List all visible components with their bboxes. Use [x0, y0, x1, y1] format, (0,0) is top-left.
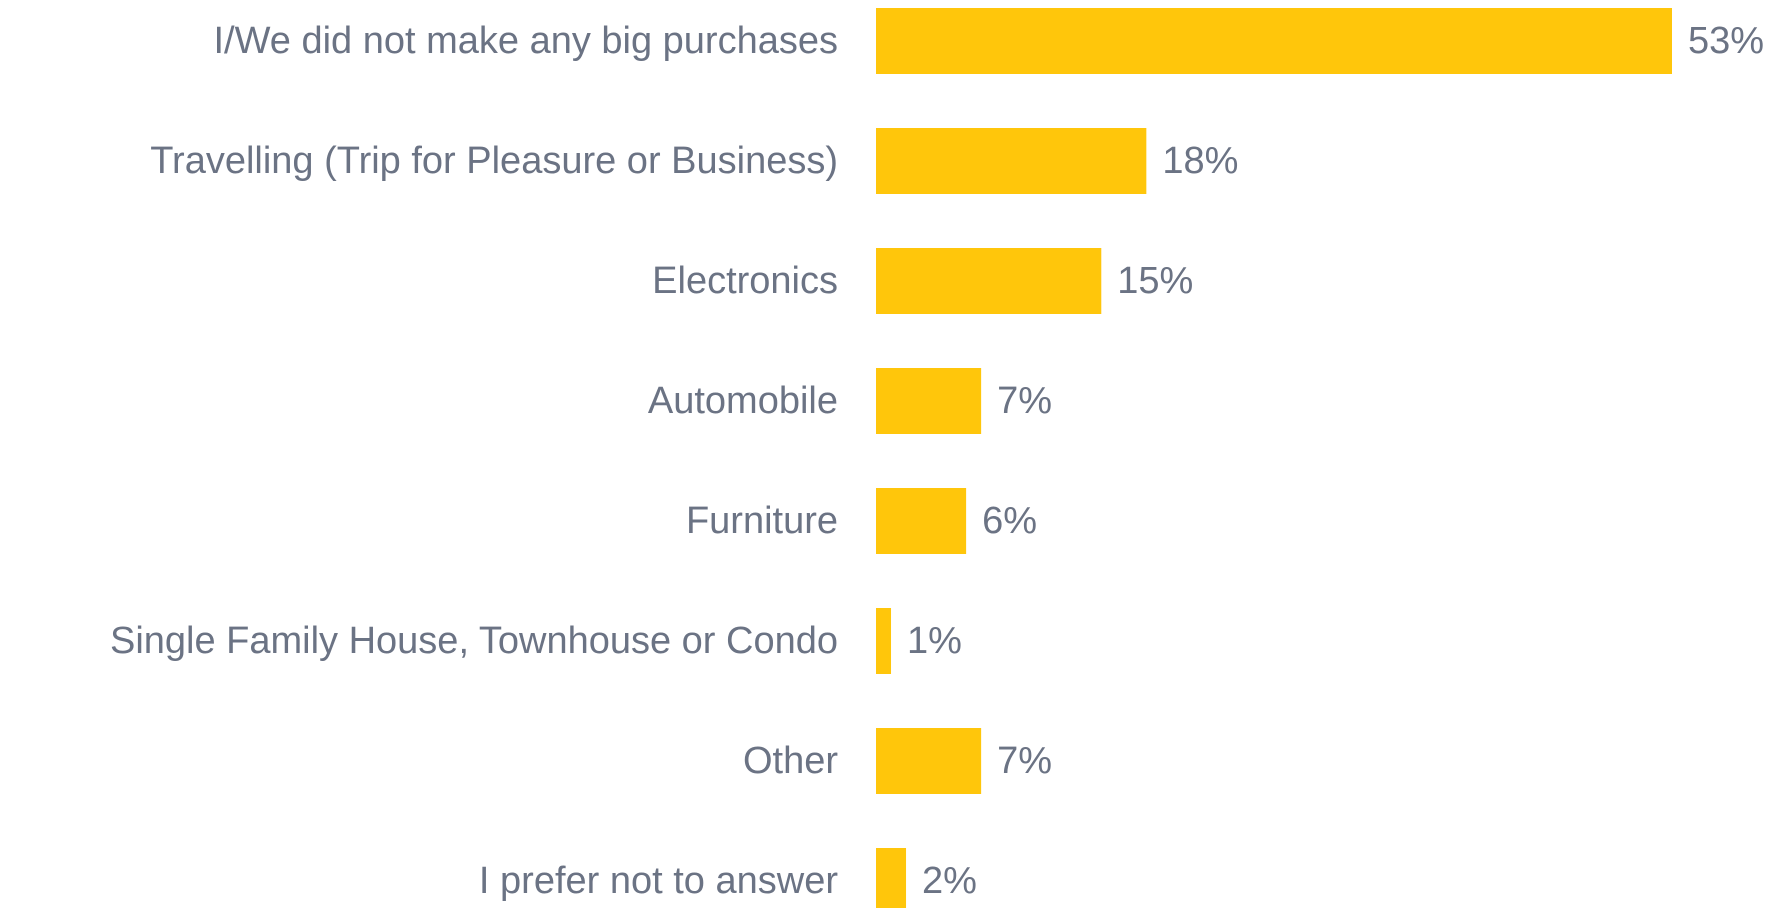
bar-6: [876, 728, 982, 794]
category-label-3: Automobile: [648, 380, 838, 422]
category-label-6: Other: [743, 740, 838, 782]
category-label-1: Travelling (Trip for Pleasure or Busines…: [150, 140, 838, 182]
value-label-2: 15%: [1117, 260, 1193, 302]
bar-5: [876, 608, 892, 674]
value-labels-group: 53% 18% 15% 7% 6% 1% 7% 2%: [907, 20, 1764, 902]
bar-1: [876, 128, 1147, 194]
category-label-4: Furniture: [686, 500, 838, 542]
category-label-2: Electronics: [652, 260, 838, 302]
value-label-5: 1%: [907, 620, 962, 662]
value-label-3: 7%: [997, 380, 1052, 422]
value-label-6: 7%: [997, 740, 1052, 782]
category-label-0: I/We did not make any big purchases: [213, 20, 838, 62]
bar-2: [876, 248, 1102, 314]
value-label-7: 2%: [922, 860, 977, 902]
bars-group: [876, 8, 1672, 908]
category-labels-group: I/We did not make any big purchases Trave…: [110, 20, 838, 902]
category-label-7: I prefer not to answer: [479, 860, 838, 902]
bar-4: [876, 488, 967, 554]
category-label-5: Single Family House, Townhouse or Condo: [110, 620, 838, 662]
value-label-1: 18%: [1162, 140, 1238, 182]
bar-0: [876, 8, 1672, 74]
value-label-4: 6%: [982, 500, 1037, 542]
bar-3: [876, 368, 982, 434]
value-label-0: 53%: [1688, 20, 1764, 62]
bar-7: [876, 848, 907, 908]
